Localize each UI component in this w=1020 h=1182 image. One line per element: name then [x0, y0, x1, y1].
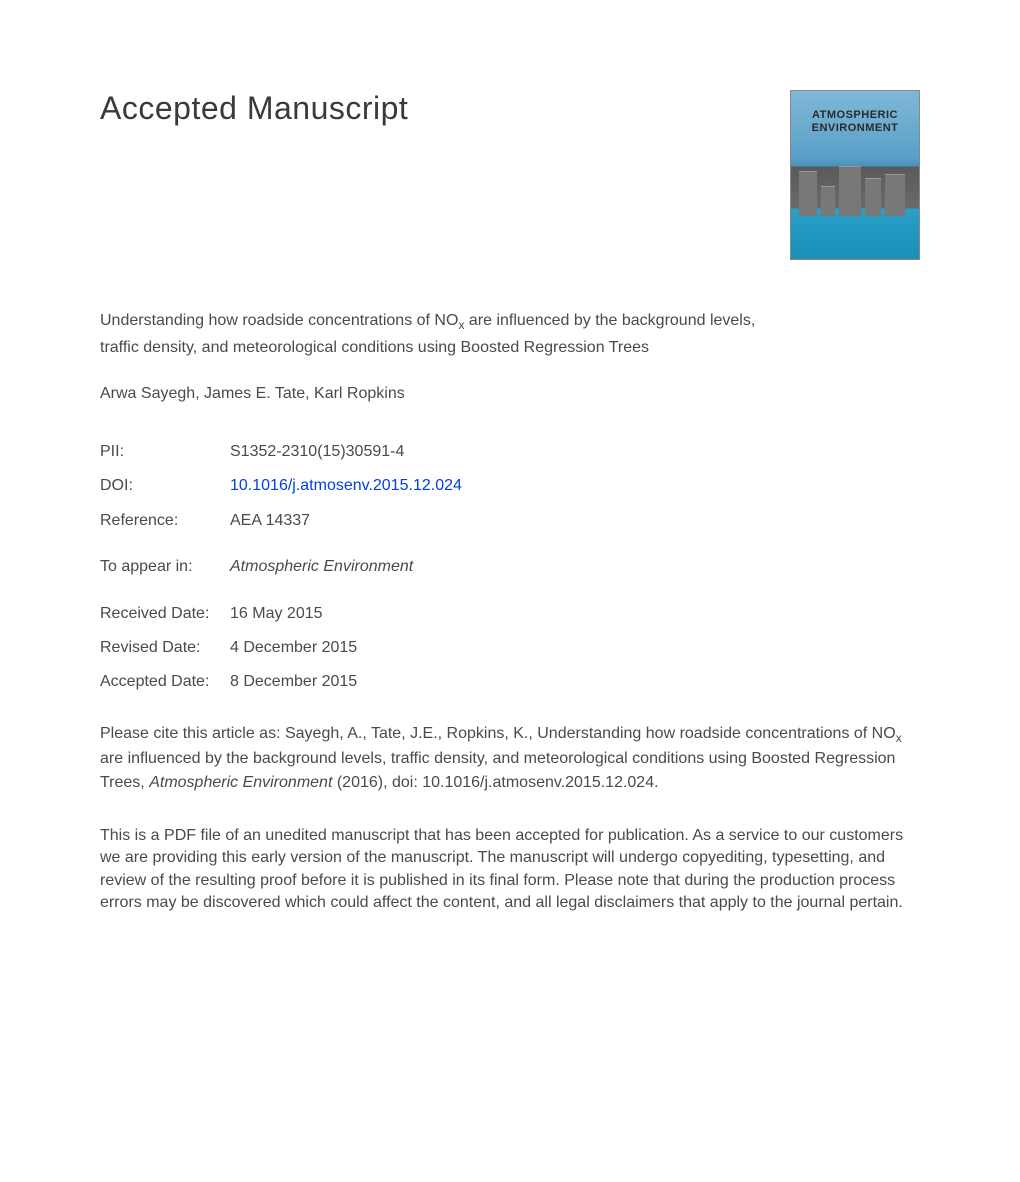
meta-row-doi: DOI: 10.1016/j.atmosenv.2015.12.024 — [100, 475, 920, 497]
meta-value-pii: S1352-2310(15)30591-4 — [230, 441, 404, 463]
meta-row-appear: To appear in: Atmospheric Environment — [100, 556, 920, 578]
meta-row-received: Received Date: 16 May 2015 — [100, 603, 920, 625]
journal-cover-art — [791, 166, 919, 216]
citation-part1: Please cite this article as: Sayegh, A.,… — [100, 725, 896, 742]
meta-value-appear: Atmospheric Environment — [230, 556, 413, 578]
meta-row-reference: Reference: AEA 14337 — [100, 510, 920, 532]
article-title-part1: Understanding how roadside concentration… — [100, 312, 458, 329]
meta-value-received: 16 May 2015 — [230, 603, 323, 625]
meta-value-reference: AEA 14337 — [230, 510, 310, 532]
meta-value-doi-link[interactable]: 10.1016/j.atmosenv.2015.12.024 — [230, 475, 462, 497]
meta-label-appear: To appear in: — [100, 556, 230, 578]
meta-label-received: Received Date: — [100, 603, 230, 625]
journal-cover-title-line1: ATMOSPHERIC — [812, 109, 898, 121]
meta-label-reference: Reference: — [100, 510, 230, 532]
journal-cover-title: ATMOSPHERIC ENVIRONMENT — [791, 109, 919, 135]
citation-subscript: x — [896, 731, 902, 745]
metadata-table: PII: S1352-2310(15)30591-4 DOI: 10.1016/… — [100, 441, 920, 694]
journal-cover-title-line2: ENVIRONMENT — [812, 122, 899, 134]
citation-journal: Atmospheric Environment — [149, 774, 332, 791]
meta-label-accepted: Accepted Date: — [100, 671, 230, 693]
citation-block: Please cite this article as: Sayegh, A.,… — [100, 722, 920, 795]
meta-label-pii: PII: — [100, 441, 230, 463]
meta-row-accepted: Accepted Date: 8 December 2015 — [100, 671, 920, 693]
disclaimer-text: This is a PDF file of an unedited manusc… — [100, 825, 920, 915]
meta-row-revised: Revised Date: 4 December 2015 — [100, 637, 920, 659]
page-title: Accepted Manuscript — [100, 90, 408, 127]
header-row: Accepted Manuscript ATMOSPHERIC ENVIRONM… — [100, 90, 920, 260]
meta-value-accepted: 8 December 2015 — [230, 671, 357, 693]
citation-part3: (2016), doi: 10.1016/j.atmosenv.2015.12.… — [332, 774, 658, 791]
meta-label-doi: DOI: — [100, 475, 230, 497]
article-title: Understanding how roadside concentration… — [100, 308, 780, 361]
meta-row-pii: PII: S1352-2310(15)30591-4 — [100, 441, 920, 463]
authors-list: Arwa Sayegh, James E. Tate, Karl Ropkins — [100, 385, 920, 403]
journal-cover-thumbnail: ATMOSPHERIC ENVIRONMENT — [790, 90, 920, 260]
meta-label-revised: Revised Date: — [100, 637, 230, 659]
meta-value-revised: 4 December 2015 — [230, 637, 357, 659]
